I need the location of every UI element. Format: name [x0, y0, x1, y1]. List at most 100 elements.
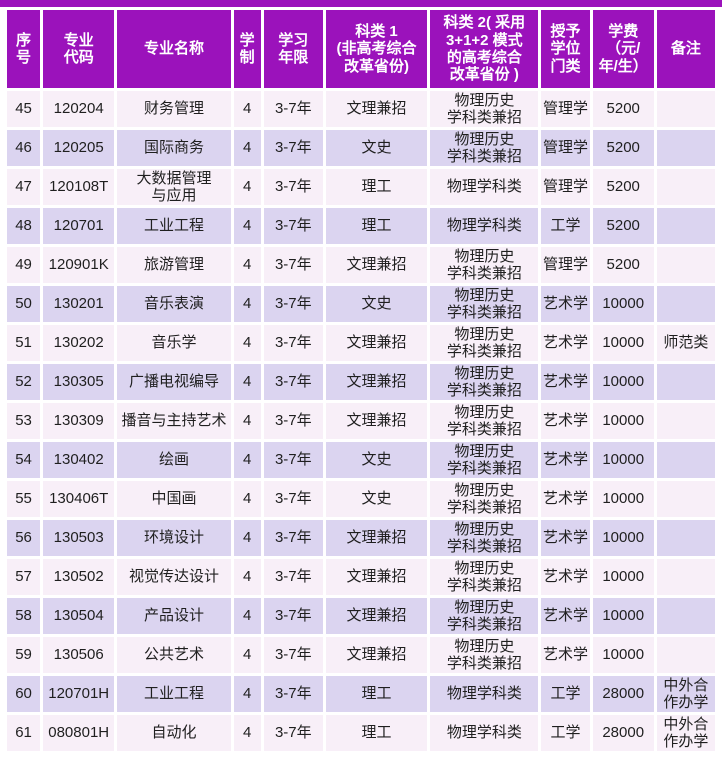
table-row: 55 130406T 中国画 4 3-7年 文史 物理历史 学科类兼招 艺术学 10000: [7, 481, 715, 517]
table-row: 61 080801H 自动化 4 3-7年 理工 物理学科类 工学 28000 中外合 作办学: [7, 715, 715, 751]
table-cell: 10000: [592, 520, 654, 556]
table-row: 53 130309 播音与主持艺术 4 3-7年 文理兼招 物理历史 学科类兼招 艺术学 100…: [7, 403, 715, 439]
table-cell: 物理历史 学科类兼招: [430, 403, 539, 439]
table-cell: 4: [233, 715, 261, 751]
table-cell: 49: [7, 247, 41, 283]
table-cell: 120108T: [43, 169, 115, 205]
table-cell: 艺术学: [541, 520, 590, 556]
table-cell: 3-7年: [263, 169, 323, 205]
table-cell: 艺术学: [541, 637, 590, 673]
table-cell: 4: [233, 208, 261, 244]
table-cell: 46: [7, 130, 41, 166]
table-cell: 58: [7, 598, 41, 634]
table-cell: 54: [7, 442, 41, 478]
column-header-7: 授予 学位 门类: [541, 10, 590, 88]
table-cell: 物理学科类: [430, 676, 539, 712]
table-row: 58 130504 产品设计 4 3-7年 文理兼招 物理历史 学科类兼招 艺术学 10000: [7, 598, 715, 634]
table-row: 49 120901K 旅游管理 4 3-7年 文理兼招 物理历史 学科类兼招 管理学 5200: [7, 247, 715, 283]
table-cell: 5200: [592, 91, 654, 127]
table-cell: 艺术学: [541, 559, 590, 595]
table-cell: 3-7年: [263, 403, 323, 439]
table-row: 51 130202 音乐学 4 3-7年 文理兼招 物理历史 学科类兼招 艺术学 10000 师范…: [7, 325, 715, 361]
table-cell: [656, 403, 715, 439]
table-cell: 管理学: [541, 91, 590, 127]
table-cell: 120901K: [43, 247, 115, 283]
table-cell: [656, 637, 715, 673]
table-cell: 130305: [43, 364, 115, 400]
table-row: 56 130503 环境设计 4 3-7年 文理兼招 物理历史 学科类兼招 艺术学 10000: [7, 520, 715, 556]
table-cell: 理工: [325, 676, 428, 712]
table-cell: [656, 91, 715, 127]
table-cell: [656, 247, 715, 283]
table-cell: [656, 208, 715, 244]
table-cell: 物理历史 学科类兼招: [430, 598, 539, 634]
column-header-0: 序 号: [7, 10, 41, 88]
table-cell: 10000: [592, 481, 654, 517]
table-cell: 4: [233, 364, 261, 400]
table-cell: 51: [7, 325, 41, 361]
table-cell: 28000: [592, 676, 654, 712]
top-accent-strip: [0, 0, 722, 7]
table-cell: 中外合 作办学: [656, 676, 715, 712]
table-cell: 4: [233, 130, 261, 166]
table-cell: 物理学科类: [430, 208, 539, 244]
table-cell: 4: [233, 520, 261, 556]
table-cell: [656, 364, 715, 400]
table-cell: 财务管理: [117, 91, 231, 127]
table-cell: 工学: [541, 676, 590, 712]
table-cell: 自动化: [117, 715, 231, 751]
table-cell: 120205: [43, 130, 115, 166]
table-row: 45 120204 财务管理 4 3-7年 文理兼招 物理历史 学科类兼招 管理学 5200: [7, 91, 715, 127]
table-cell: 中国画: [117, 481, 231, 517]
table-body: 45 120204 财务管理 4 3-7年 文理兼招 物理历史 学科类兼招 管理学 5200 46…: [7, 91, 715, 751]
table-cell: 物理历史 学科类兼招: [430, 364, 539, 400]
table-cell: 48: [7, 208, 41, 244]
table-cell: 文史: [325, 442, 428, 478]
table-cell: 工学: [541, 208, 590, 244]
table-cell: 3-7年: [263, 637, 323, 673]
table-cell: 3-7年: [263, 247, 323, 283]
table-cell: 物理历史 学科类兼招: [430, 247, 539, 283]
table-cell: 10000: [592, 598, 654, 634]
table-cell: 文史: [325, 481, 428, 517]
table-cell: 10000: [592, 559, 654, 595]
table-cell: 工业工程: [117, 676, 231, 712]
table-cell: 4: [233, 325, 261, 361]
table-cell: 3-7年: [263, 325, 323, 361]
table-cell: 130502: [43, 559, 115, 595]
table-cell: 3-7年: [263, 364, 323, 400]
table-cell: 3-7年: [263, 286, 323, 322]
table-cell: 4: [233, 403, 261, 439]
table-cell: 130202: [43, 325, 115, 361]
table-cell: 管理学: [541, 169, 590, 205]
table-cell: [656, 130, 715, 166]
table-cell: 130506: [43, 637, 115, 673]
table-cell: 物理历史 学科类兼招: [430, 442, 539, 478]
table-cell: 5200: [592, 130, 654, 166]
table-row: 52 130305 广播电视编导 4 3-7年 文理兼招 物理历史 学科类兼招 艺术学 1000…: [7, 364, 715, 400]
table-cell: [656, 598, 715, 634]
table-row: 48 120701 工业工程 4 3-7年 理工 物理学科类 工学 5200: [7, 208, 715, 244]
table-cell: 3-7年: [263, 598, 323, 634]
table-cell: [656, 442, 715, 478]
header-row: 序 号专业 代码 专业名称学 制学习 年限 科类 1 (非高考综合 改革省份) 科类 …: [7, 10, 715, 88]
table-cell: [656, 559, 715, 595]
table-cell: 59: [7, 637, 41, 673]
table-cell: 60: [7, 676, 41, 712]
table-cell: 艺术学: [541, 442, 590, 478]
table-cell: 45: [7, 91, 41, 127]
table-cell: 4: [233, 286, 261, 322]
table-cell: 47: [7, 169, 41, 205]
table-cell: 57: [7, 559, 41, 595]
table-cell: 3-7年: [263, 130, 323, 166]
table-cell: 10000: [592, 637, 654, 673]
table-cell: 55: [7, 481, 41, 517]
table-cell: 公共艺术: [117, 637, 231, 673]
table-cell: 4: [233, 559, 261, 595]
column-header-9: 备注: [656, 10, 715, 88]
table-cell: 3-7年: [263, 481, 323, 517]
table-cell: 文理兼招: [325, 247, 428, 283]
table-cell: 物理历史 学科类兼招: [430, 559, 539, 595]
table-cell: 10000: [592, 325, 654, 361]
table-cell: 中外合 作办学: [656, 715, 715, 751]
